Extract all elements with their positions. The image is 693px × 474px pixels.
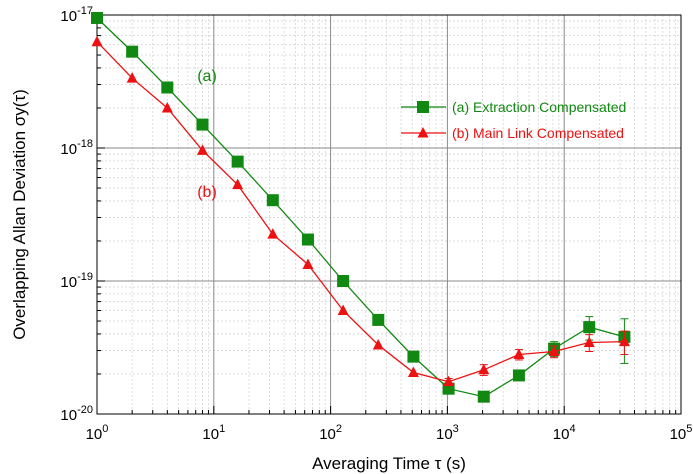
x-tick-exponent: 5 [686, 423, 692, 435]
x-tick-label: 103 [436, 423, 459, 443]
x-tick-label: 102 [319, 423, 342, 443]
data-point [196, 144, 208, 155]
y-tick-base: 10 [60, 407, 77, 424]
data-point [618, 335, 630, 347]
y-tick-exponent: -20 [77, 404, 93, 416]
data-point [302, 258, 314, 270]
x-tick-exponent: 1 [219, 423, 225, 435]
data-point [337, 304, 349, 316]
series-a [91, 11, 631, 403]
series-annotations: (a) (b) [197, 68, 217, 201]
y-tick-base: 10 [60, 141, 77, 158]
x-tick-exponent: 3 [453, 423, 459, 435]
y-tick-label: 10-19 [60, 271, 93, 291]
legend-label: (a) Extraction Compensated [452, 99, 626, 115]
series-b [91, 35, 630, 387]
y-tick-exponent: -17 [77, 5, 93, 17]
data-point [372, 339, 384, 350]
x-tick-base: 10 [86, 426, 103, 443]
data-point [407, 366, 419, 378]
data-point [232, 178, 244, 190]
series-annotation-b: (b) [197, 184, 217, 201]
data-point [126, 72, 138, 83]
data-point [196, 118, 209, 131]
data-point [126, 45, 139, 58]
legend-marker [417, 101, 429, 113]
x-tick-base: 10 [553, 426, 570, 443]
data-point [548, 345, 560, 357]
x-tick-exponent: 2 [336, 423, 342, 435]
data-point [91, 11, 103, 24]
data-point [301, 233, 314, 246]
x-tick-exponent: 4 [569, 423, 575, 435]
x-tick-base: 10 [436, 426, 453, 443]
legend-label: (b) Main Link Compensated [452, 125, 624, 141]
data-point [477, 390, 490, 403]
axis-ticks [96, 14, 682, 415]
y-tick-label: 10-18 [60, 138, 93, 158]
x-tick-base: 10 [670, 426, 687, 443]
y-tick-label: 10-20 [60, 404, 93, 424]
data-point [231, 155, 244, 168]
data-point [266, 194, 279, 207]
data-point [91, 35, 103, 47]
legend: (a) Extraction Compensated (b) Main Link … [401, 99, 626, 141]
data-point [372, 313, 385, 326]
data-point [512, 369, 525, 382]
x-tick-exponent: 0 [102, 423, 108, 435]
data-point [161, 81, 174, 94]
data-point [583, 336, 595, 347]
data-point [443, 375, 455, 387]
x-axis-label: Averaging Time τ (s) [312, 454, 466, 473]
y-tick-label: 10-17 [60, 5, 93, 25]
x-tick-label: 100 [86, 423, 109, 443]
x-tick-label: 104 [553, 423, 576, 443]
y-axis-label: Overlapping Allan Deviation σy(τ) [10, 89, 29, 340]
data-point [513, 348, 525, 360]
x-tick-base: 10 [319, 426, 336, 443]
legend-entry-a: (a) Extraction Compensated [401, 99, 626, 115]
y-tick-base: 10 [60, 274, 77, 291]
data-point [267, 228, 279, 239]
y-tick-exponent: -19 [77, 271, 93, 283]
legend-entry-b: (b) Main Link Compensated [401, 125, 624, 141]
data-point [583, 321, 596, 334]
data-point [407, 350, 420, 363]
y-tick-exponent: -18 [77, 138, 93, 150]
series-line [96, 17, 625, 398]
x-tick-label: 105 [670, 423, 693, 443]
x-tick-label: 101 [202, 423, 225, 443]
y-tick-base: 10 [60, 8, 77, 25]
x-tick-base: 10 [202, 426, 219, 443]
plot-frame [96, 14, 682, 415]
data-point [337, 275, 350, 287]
series-layer [91, 11, 631, 403]
legend-marker [417, 127, 429, 138]
series-annotation-a: (a) [197, 68, 217, 85]
data-point [161, 101, 173, 113]
data-point [478, 363, 490, 375]
series-line [96, 41, 625, 383]
